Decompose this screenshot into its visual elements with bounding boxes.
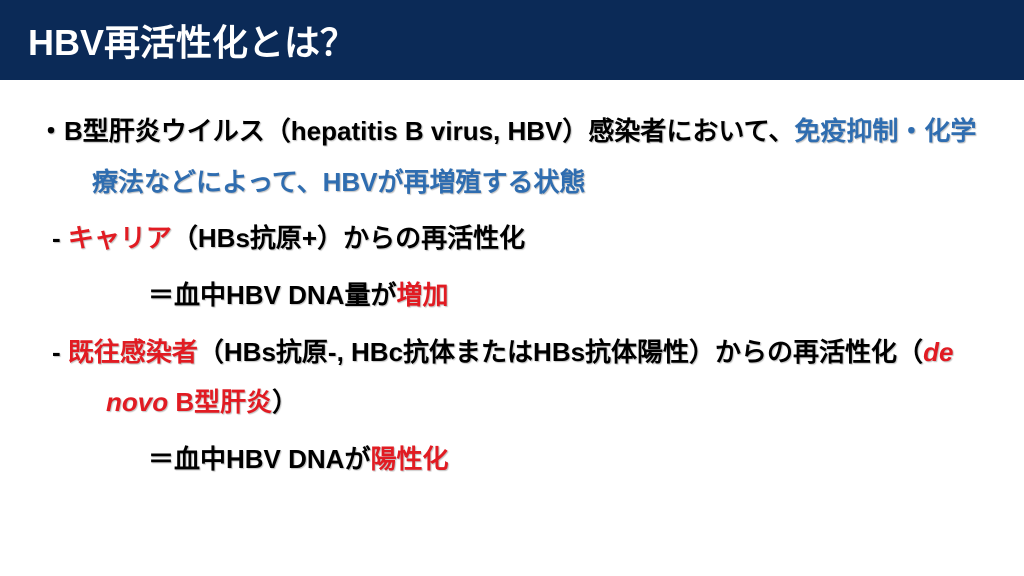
- text-segment: ＝血中HBV DNAが: [148, 444, 370, 474]
- text-segment: ・B型肝炎ウイルス（hepatitis B virus, HBV）感染者において…: [38, 116, 794, 146]
- equals-line: ＝血中HBV DNA量が増加: [38, 270, 984, 321]
- text-segment: ＝血中HBV DNA量が: [148, 280, 396, 310]
- text-segment: ）: [272, 387, 298, 417]
- text-segment: 既往感染者: [68, 337, 198, 367]
- slide: HBV再活性化とは？ ・B型肝炎ウイルス（hepatitis B virus, …: [0, 0, 1024, 576]
- dash-line: - 既往感染者（HBs抗原-, HBc抗体またはHBs抗体陽性）からの再活性化（…: [38, 327, 984, 428]
- text-segment: （HBs抗原+）からの再活性化: [172, 223, 525, 253]
- bullet-line: ・B型肝炎ウイルス（hepatitis B virus, HBV）感染者において…: [38, 106, 984, 207]
- equals-line: ＝血中HBV DNAが陽性化: [38, 434, 984, 485]
- text-segment: （HBs抗原-, HBc抗体またはHBs抗体陽性）からの再活性化（: [198, 337, 923, 367]
- text-segment: 増加: [396, 280, 448, 310]
- slide-title: HBV再活性化とは？: [28, 14, 356, 66]
- text-segment: B型肝炎: [168, 387, 272, 417]
- text-segment: -: [52, 337, 68, 367]
- dash-line: - キャリア（HBs抗原+）からの再活性化: [38, 213, 984, 264]
- text-segment: 陽性化: [370, 444, 448, 474]
- text-segment: キャリア: [68, 223, 172, 253]
- title-bar: HBV再活性化とは？: [0, 0, 1024, 80]
- slide-body: ・B型肝炎ウイルス（hepatitis B virus, HBV）感染者において…: [0, 80, 1024, 576]
- text-segment: -: [52, 223, 68, 253]
